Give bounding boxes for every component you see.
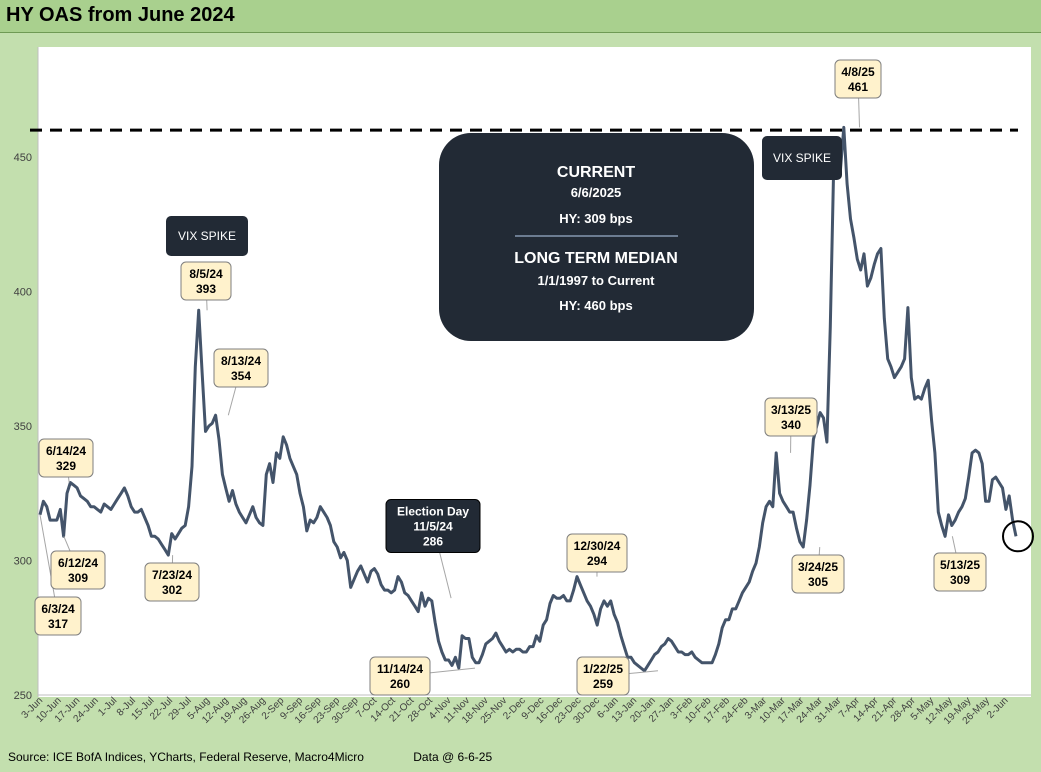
callout-text: 6/12/24 [58,556,98,570]
info-median-heading: LONG TERM MEDIAN [514,250,678,267]
info-current-heading: CURRENT [557,164,635,181]
callout-box [50,550,106,590]
callout-text: 11/5/24 [413,520,453,534]
callout-text: 8/13/24 [221,354,261,368]
hy-oas-line [38,125,1018,673]
callout-box [213,348,269,388]
callout-box [180,261,232,301]
title-bar: HY OAS from June 2024 [0,0,1041,33]
callout-text: 294 [587,554,607,568]
callout-box [576,656,630,696]
footer: Source: ICE BofA Indices, YCharts, Feder… [8,750,492,764]
x-tick-group: 1-Jul [96,695,119,718]
callout-text: 286 [423,535,443,549]
callout-text: 7/23/24 [152,568,192,582]
callout-box [144,562,200,602]
callout-text: 302 [162,583,182,597]
callout-box [385,499,481,553]
callout-text: 309 [950,573,970,587]
callout-text: 3/24/25 [798,560,838,574]
callout-text: 5/13/25 [940,558,980,572]
vix-spike-box [166,216,248,256]
y-tick-label: 300 [14,556,32,568]
info-median-period: 1/1/1997 to Current [537,273,655,288]
y-tick-label: 400 [14,287,32,299]
callout-text: 329 [56,459,76,473]
callout-text: 317 [48,617,68,631]
footer-source: Source: ICE BofA Indices, YCharts, Feder… [8,750,364,764]
callout-text: 12/30/24 [574,539,621,553]
callout-text: 6/3/24 [41,602,75,616]
callout-box [34,596,82,636]
info-median-value: HY: 460 bps [559,298,632,313]
callout-box [933,552,987,592]
chart-title: HY OAS from June 2024 [6,4,235,26]
callout-text: 8/5/24 [189,267,223,281]
callout-box [834,59,882,99]
footer-data-date: Data @ 6-6-25 [413,750,493,764]
x-tick-label: 1-Jul [96,695,119,718]
callout-text: 461 [848,80,868,94]
callout-text: 393 [196,282,216,296]
x-tick-group: 2-Jun [985,695,1010,720]
callout-text: 309 [68,571,88,585]
callout-text: 6/14/24 [46,444,86,458]
y-tick-label: 450 [14,152,32,164]
y-tick-label: 250 [14,690,32,702]
callout-box [369,656,431,696]
callout-text: 4/8/25 [841,65,875,79]
callout-box [566,533,628,573]
info-current-value: HY: 309 bps [559,211,632,226]
callout-text: 260 [390,677,410,691]
y-tick-label: 350 [14,421,32,433]
callout-text: 354 [231,369,251,383]
vix-spike-box [762,136,842,180]
callout-text: 1/22/25 [583,662,623,676]
callout-text: 305 [808,575,828,589]
callout-text: 3/13/25 [771,403,811,417]
callout-box [791,554,845,594]
current-value-marker [1002,520,1034,553]
callout-text: 340 [781,418,801,432]
vix-spike-label: VIX SPIKE [178,229,236,243]
x-tick-label: 2-Jun [985,695,1010,720]
callout-box [38,438,94,478]
vix-spike-label: VIX SPIKE [773,151,831,165]
callout-text: Election Day [397,505,469,519]
info-current-date: 6/6/2025 [571,185,622,200]
callout-text: 11/14/24 [377,662,423,676]
callout-text: 259 [593,677,613,691]
callout-box [764,397,818,437]
info-box [439,133,754,341]
